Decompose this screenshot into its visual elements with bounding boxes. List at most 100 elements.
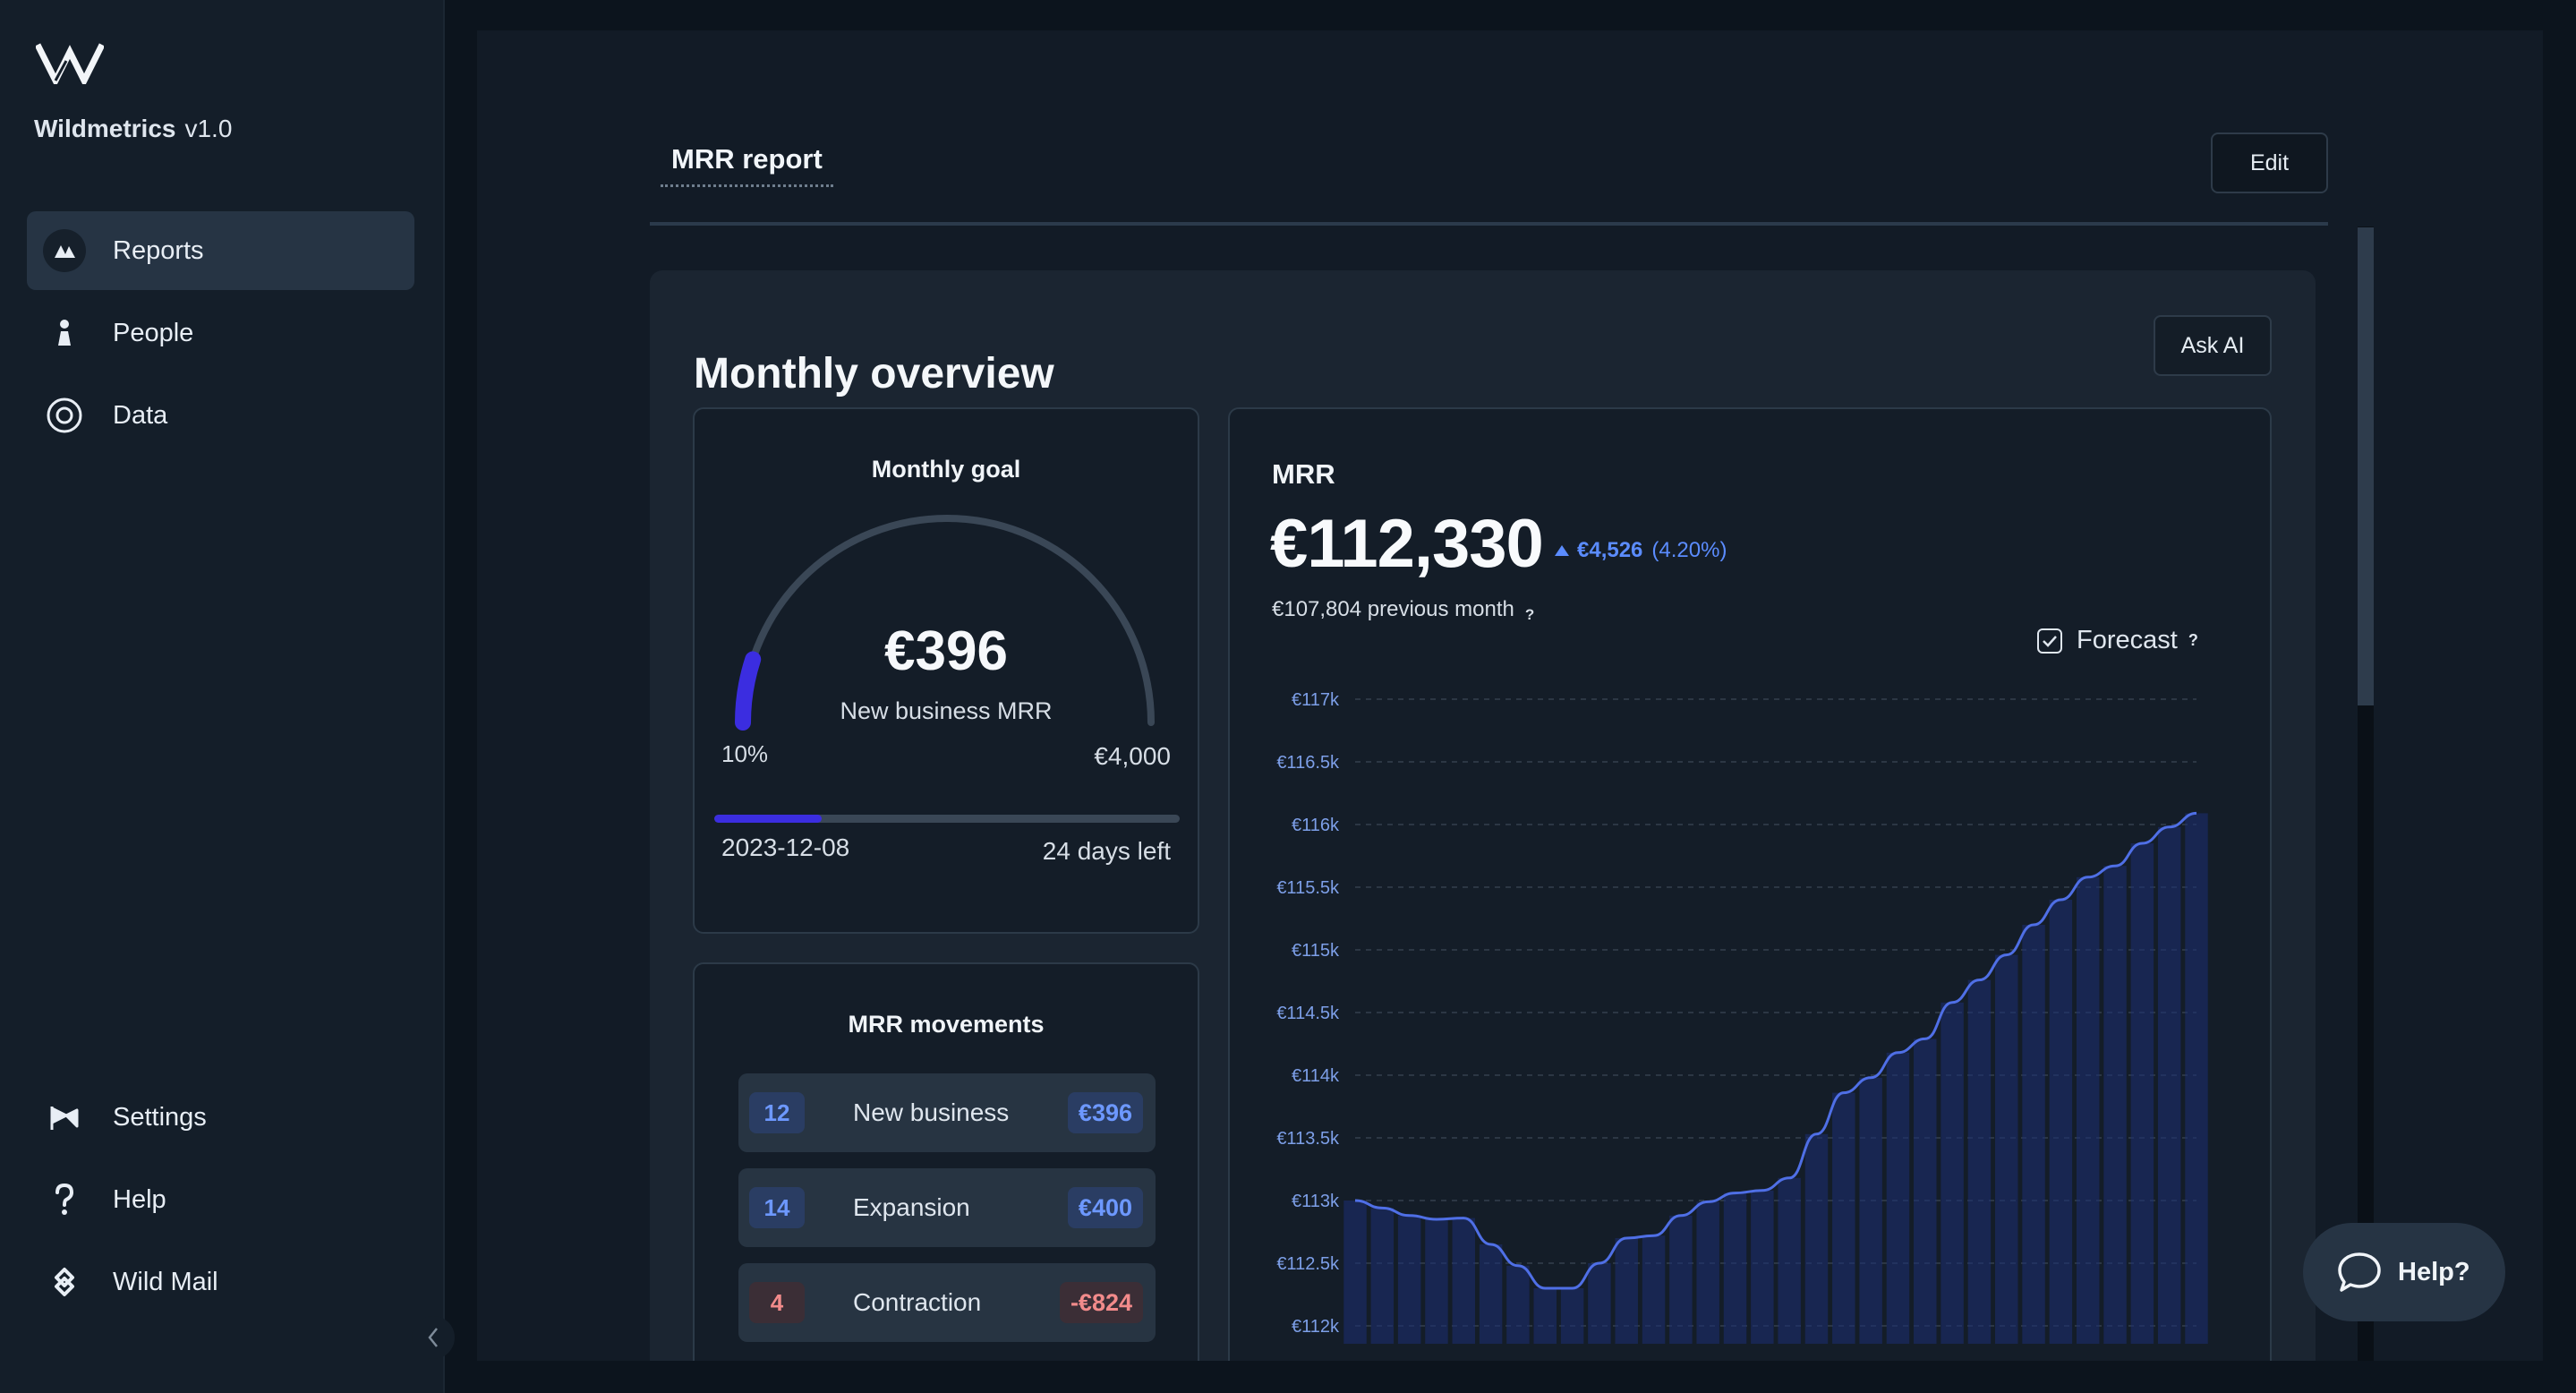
forecast-bar xyxy=(2185,813,2208,1344)
forecast-bar xyxy=(1914,1038,1937,1344)
days-left: 24 days left xyxy=(1042,837,1171,865)
movement-label: Expansion xyxy=(853,1193,970,1221)
forecast-bar xyxy=(1397,1215,1421,1344)
forecast-bar xyxy=(1370,1208,1395,1344)
help-question-mark[interactable]: ? xyxy=(1524,606,1535,623)
mrr-label: MRR xyxy=(1272,458,1335,490)
sidebar-item-label: People xyxy=(113,318,194,347)
forecast-bar xyxy=(1696,1201,1719,1344)
sidebar-item-reports[interactable]: Reports xyxy=(27,211,414,290)
time-progress-bar xyxy=(714,815,1180,823)
help-question-mark[interactable]: ? xyxy=(2188,631,2198,649)
mrr-movements-card: MRR movements 12 New business €396 14 Ex… xyxy=(693,962,1199,1361)
mrr-delta: €4,526 (4.20%) xyxy=(1554,538,1727,563)
goal-date: 2023-12-08 xyxy=(721,833,850,861)
help-widget-label: Help? xyxy=(2398,1257,2470,1286)
previous-month: €107,804 previous month? xyxy=(1272,597,1534,624)
y-tick-label: €113.5k xyxy=(1276,1129,1340,1149)
sidebar-item-help[interactable]: Help xyxy=(27,1160,414,1239)
y-tick-label: €115k xyxy=(1292,941,1340,961)
ask-ai-button[interactable]: Ask AI xyxy=(2154,315,2272,376)
mrr-delta-value: €4,526 xyxy=(1577,538,1643,562)
gauge-fill xyxy=(735,651,762,731)
checkmark-icon xyxy=(2043,635,2057,647)
forecast-bar xyxy=(1778,1177,1801,1344)
chevron-left-icon xyxy=(428,1328,438,1347)
card-title: Monthly goal xyxy=(871,456,1021,483)
forecast-bar xyxy=(2103,866,2127,1344)
forecast-bar xyxy=(1886,1052,1910,1344)
forecast-bar xyxy=(1941,1002,1964,1344)
goal-subtitle: New business MRR xyxy=(840,697,1053,724)
sidebar-item-data[interactable]: Data xyxy=(27,376,414,455)
y-tick-label: €114k xyxy=(1292,1066,1340,1086)
forecast-bar xyxy=(1479,1244,1503,1344)
y-tick-label: €114.5k xyxy=(1276,1004,1340,1023)
tab-mrr-report[interactable]: MRR report xyxy=(661,143,833,187)
forecast-bar xyxy=(1669,1215,1693,1344)
reports-icon xyxy=(43,229,86,272)
forecast-bar xyxy=(1642,1235,1666,1344)
forecast-bar xyxy=(1832,1092,1855,1344)
sidebar-item-settings[interactable]: Settings xyxy=(27,1078,414,1157)
goal-value: €396 xyxy=(884,620,1008,682)
arrow-up-icon xyxy=(1555,545,1569,556)
card-title: MRR movements xyxy=(848,1011,1045,1038)
edit-button[interactable]: Edit xyxy=(2211,132,2328,193)
sidebar-item-label: Data xyxy=(113,400,168,430)
mrr-card: MRR €112,330 €4,526 (4.20%) €107,804 pre… xyxy=(1228,407,2272,1361)
forecast-bar xyxy=(2130,843,2154,1344)
sidebar-item-label: Help xyxy=(113,1184,166,1214)
previous-month-text: €107,804 previous month xyxy=(1272,597,1514,621)
help-widget-button[interactable]: Help? xyxy=(2303,1223,2505,1321)
forecast-bar xyxy=(2157,826,2181,1344)
movement-amount: €396 xyxy=(1067,1092,1143,1133)
movement-label: New business xyxy=(853,1098,1010,1126)
mrr-delta-percent: (4.20%) xyxy=(1651,538,1727,562)
movement-row-new-business[interactable]: 12 New business €396 xyxy=(738,1073,1156,1152)
y-tick-label: €112k xyxy=(1292,1317,1340,1337)
forecast-bar xyxy=(2076,876,2100,1344)
main-content: MRR report Edit Monthly overview Ask AI … xyxy=(477,30,2543,1361)
forecast-label: Forecast xyxy=(2077,626,2178,654)
chat-bubble-icon xyxy=(2338,1252,2381,1292)
sidebar-item-people[interactable]: People xyxy=(27,294,414,372)
y-tick-label: €116k xyxy=(1292,816,1340,835)
panel-title: Monthly overview xyxy=(694,350,1054,397)
forecast-toggle[interactable]: Forecast? xyxy=(2037,626,2198,655)
mrr-line-chart: €117k €116.5k €116k €115.5k €115k €114.5k €114… xyxy=(1276,690,2208,1344)
movement-row-expansion[interactable]: 14 Expansion €400 xyxy=(738,1168,1156,1247)
movement-row-contraction[interactable]: 4 Contraction -€824 xyxy=(738,1263,1156,1342)
forecast-bar xyxy=(1615,1238,1638,1344)
wildmetrics-logo xyxy=(36,43,104,84)
monthly-overview-panel: Monthly overview Ask AI Monthly goal €39… xyxy=(650,270,2316,1361)
data-icon xyxy=(43,394,86,437)
app-name: Wildmetrics xyxy=(34,115,176,142)
forecast-bar xyxy=(2049,900,2073,1344)
tab-divider xyxy=(650,222,2328,226)
monthly-goal-card: Monthly goal €396 New business MRR 10% €… xyxy=(693,407,1199,934)
sidebar: Wildmetrics v1.0 Reports People Data Sett… xyxy=(0,0,455,1393)
settings-icon xyxy=(43,1096,86,1139)
forecast-bar xyxy=(1995,954,2018,1344)
movement-label: Contraction xyxy=(853,1288,982,1316)
goal-percent: 10% xyxy=(721,740,769,767)
forecast-bar xyxy=(1560,1288,1584,1344)
time-progress-fill xyxy=(714,815,822,823)
app-title: Wildmetrics v1.0 xyxy=(34,115,232,143)
mail-icon xyxy=(43,1261,86,1303)
y-tick-label: €112.5k xyxy=(1276,1254,1340,1274)
forecast-checkbox[interactable] xyxy=(2037,628,2062,654)
movement-amount: -€824 xyxy=(1059,1282,1143,1323)
forecast-bar xyxy=(1967,979,1992,1344)
collapse-sidebar-button[interactable] xyxy=(412,1316,455,1359)
movement-count: 12 xyxy=(749,1092,805,1133)
sidebar-item-wild-mail[interactable]: Wild Mail xyxy=(27,1243,414,1321)
person-icon xyxy=(43,312,86,355)
movement-count: 14 xyxy=(749,1187,805,1228)
movement-amount: €400 xyxy=(1067,1187,1143,1228)
goal-gauge xyxy=(735,515,1155,731)
scrollbar-thumb[interactable] xyxy=(2358,227,2374,705)
forecast-bar xyxy=(1723,1192,1747,1344)
goal-max: €4,000 xyxy=(1094,742,1171,770)
